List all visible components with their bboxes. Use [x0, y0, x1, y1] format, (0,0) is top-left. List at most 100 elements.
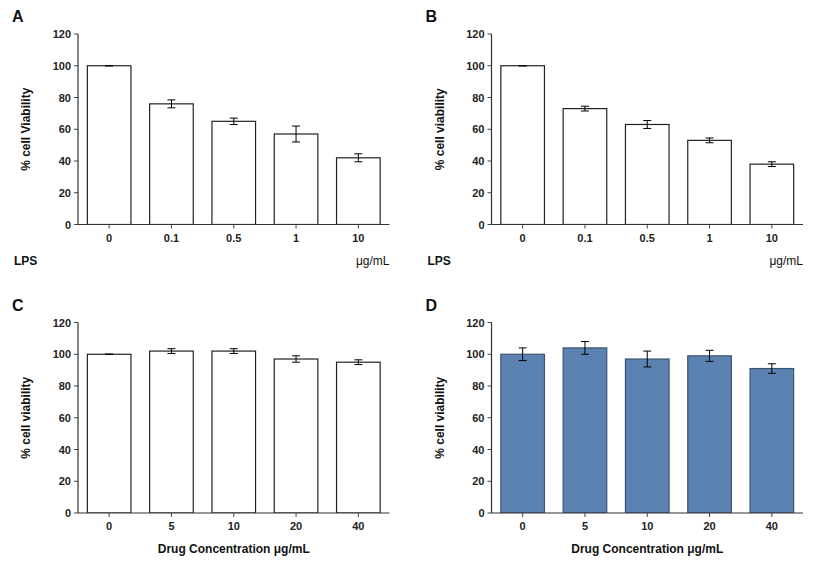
x-tick: [233, 513, 234, 517]
bar: [688, 356, 732, 513]
x-tick: [233, 225, 234, 229]
x-axis-label: Drug Concentration μg/mL: [158, 542, 310, 556]
y-tick: [488, 224, 492, 225]
bar: [750, 369, 794, 513]
x-tick: [647, 225, 648, 229]
y-tick: [488, 97, 492, 98]
y-axis-line: [77, 323, 78, 514]
y-tick: [488, 386, 492, 387]
y-axis-line: [77, 34, 78, 225]
x-tick-label: 0.5: [226, 232, 241, 244]
x-tick: [584, 513, 585, 517]
bar: [337, 362, 381, 513]
error-bar: [354, 154, 362, 162]
y-tick-label: 40: [59, 155, 71, 167]
x-tick: [522, 225, 523, 229]
panel: B020406080100120% cell viability00.10.51…: [426, 8, 804, 268]
y-tick: [488, 129, 492, 130]
bars: [501, 342, 794, 513]
bar: [274, 359, 318, 513]
panel: C020406080100120% cell viability05102040…: [12, 297, 390, 557]
y-tick-label: 0: [65, 219, 71, 231]
bars: [87, 349, 380, 513]
bars: [87, 66, 380, 225]
y-tick-label: 0: [478, 219, 484, 231]
figure: A020406080100120% cell Viability00.10.51…: [0, 0, 827, 577]
x-tick: [171, 225, 172, 229]
x-tick-label: 5: [168, 520, 174, 532]
error-bar: [230, 118, 238, 124]
x-tick: [522, 513, 523, 517]
error-bar: [292, 126, 300, 142]
bars: [501, 66, 794, 225]
x-tick-label: 0: [520, 232, 526, 244]
x-axis-label: Drug Concentration μg/mL: [571, 542, 723, 556]
panel-label: C: [12, 297, 24, 314]
x-tick: [709, 225, 710, 229]
y-tick-label: 0: [65, 507, 71, 519]
x-tick-label: 20: [703, 520, 715, 532]
y-axis-line: [491, 34, 492, 225]
x-tick: [584, 225, 585, 229]
error-bar: [581, 106, 589, 111]
bar: [212, 351, 256, 513]
error-bar: [292, 356, 300, 362]
x-tick: [358, 513, 359, 517]
y-tick-label: 100: [53, 60, 71, 72]
error-bar: [519, 65, 527, 66]
y-tick-label: 80: [59, 92, 71, 104]
error-bar: [167, 349, 175, 354]
y-tick: [488, 65, 492, 66]
error-bar: [354, 360, 362, 365]
x-tick-label: 0.5: [640, 232, 655, 244]
bar: [274, 134, 318, 224]
y-tick-label: 20: [59, 187, 71, 199]
x-tick-label: 40: [352, 520, 364, 532]
x-tick: [296, 225, 297, 229]
y-tick-label: 60: [472, 123, 484, 135]
y-tick-label: 20: [472, 187, 484, 199]
bar: [563, 109, 607, 225]
panel: A020406080100120% cell Viability00.10.51…: [12, 8, 390, 268]
x-tick-label: 20: [290, 520, 302, 532]
error-bar: [768, 162, 776, 167]
y-tick-label: 40: [59, 444, 71, 456]
y-tick-label: 100: [53, 348, 71, 360]
x-tick-label: 0: [106, 520, 112, 532]
y-axis-label: % cell viability: [433, 376, 447, 458]
y-tick: [488, 34, 492, 35]
y-tick-label: 60: [472, 412, 484, 424]
y-axis-label: % cell viability: [19, 376, 33, 458]
y-axis-label: % cell Viability: [19, 87, 33, 170]
bar: [625, 359, 669, 513]
y-tick-label: 120: [466, 28, 484, 40]
x-tick-label: 0: [106, 232, 112, 244]
error-bar: [706, 350, 714, 361]
error-bar: [706, 138, 714, 143]
panel-label: A: [12, 8, 24, 25]
error-bar: [581, 342, 589, 355]
error-bar: [167, 100, 175, 108]
y-tick-label: 40: [472, 155, 484, 167]
error-bar: [230, 349, 238, 354]
error-bar: [643, 121, 651, 129]
bar: [212, 121, 256, 224]
bar: [563, 348, 607, 513]
bar: [87, 354, 131, 513]
y-tick-label: 100: [466, 348, 484, 360]
error-bar: [643, 351, 651, 367]
y-tick-label: 20: [59, 475, 71, 487]
x-tick: [109, 225, 110, 229]
x-tick: [171, 513, 172, 517]
x-tick-label: 0.1: [164, 232, 179, 244]
y-tick-label: 80: [472, 380, 484, 392]
annotation: μg/mL: [356, 254, 390, 268]
y-tick: [488, 354, 492, 355]
y-axis-line: [491, 323, 492, 514]
x-tick-label: 5: [582, 520, 588, 532]
bar: [625, 124, 669, 224]
error-bar: [105, 354, 113, 355]
y-tick: [488, 192, 492, 193]
x-tick-label: 10: [228, 520, 240, 532]
y-tick-label: 80: [472, 92, 484, 104]
